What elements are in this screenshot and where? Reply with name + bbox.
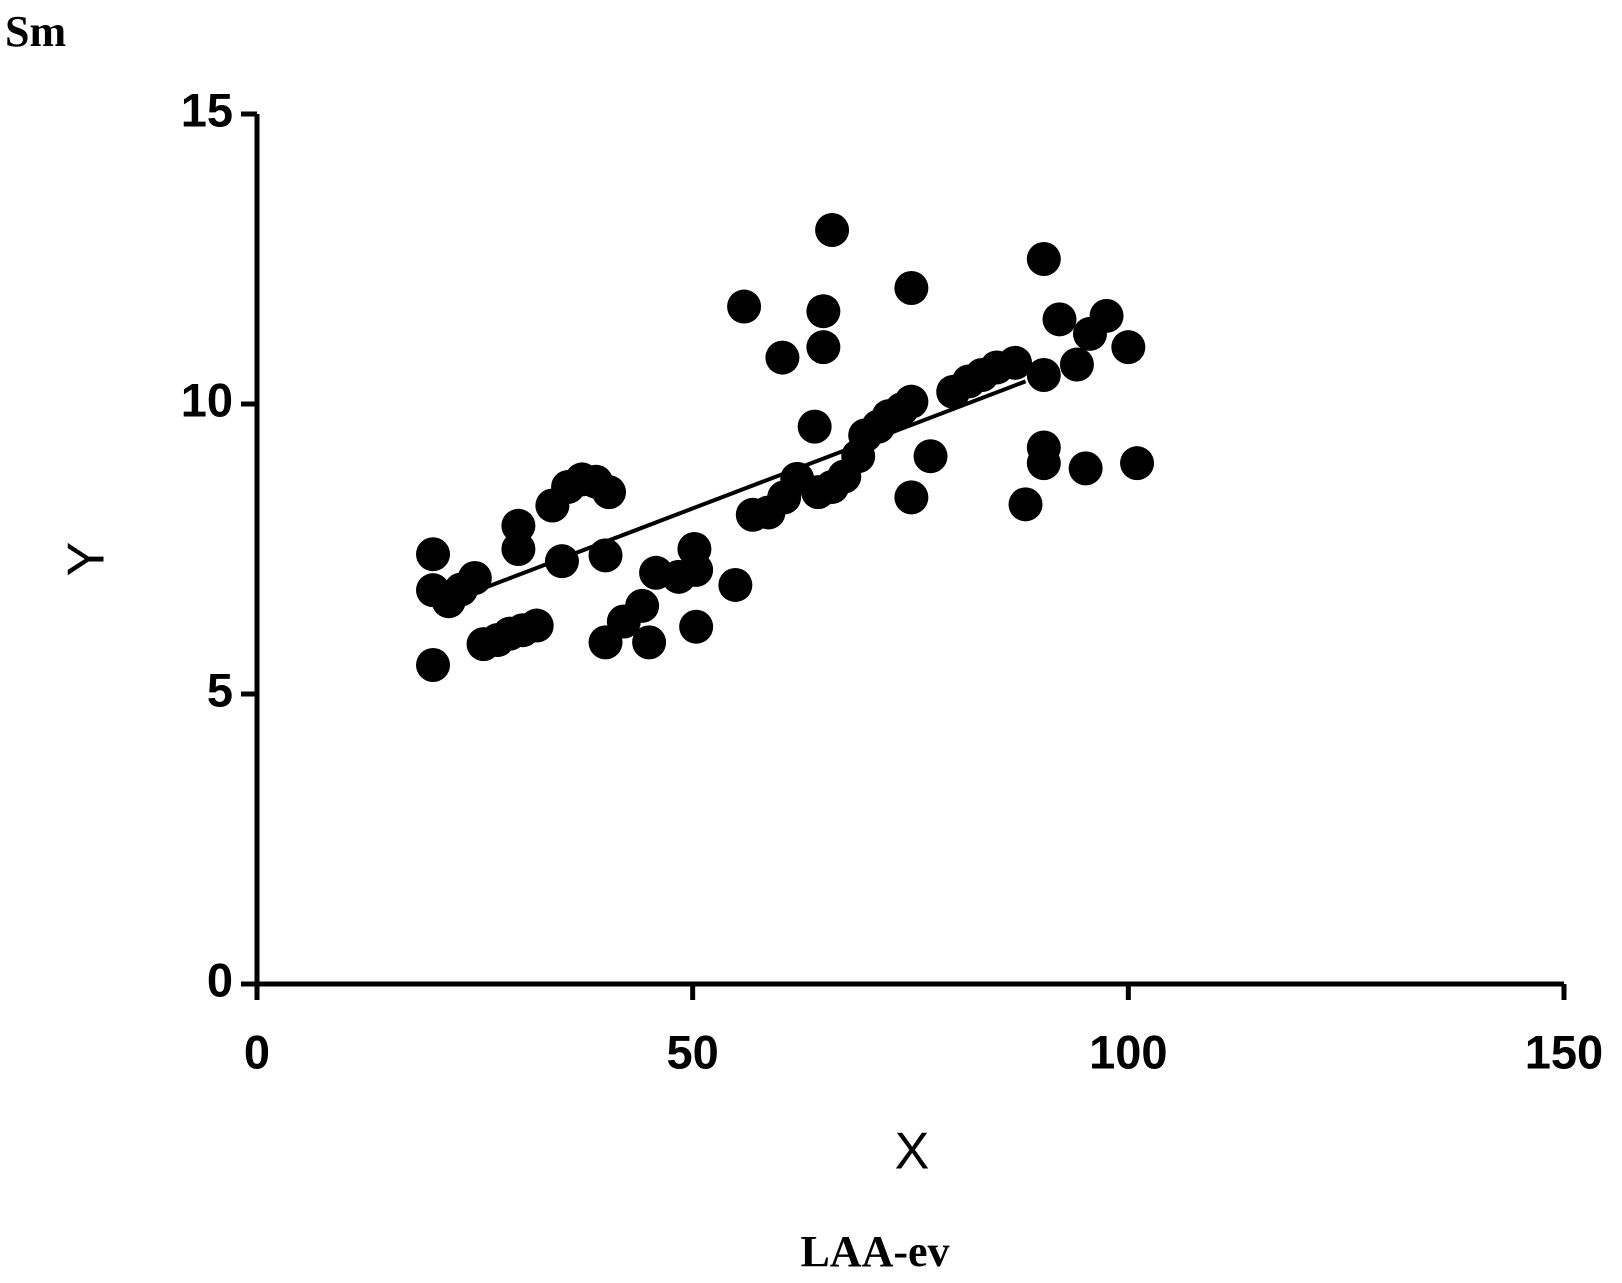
caption: LAA-ev [800, 1227, 949, 1276]
point [1026, 358, 1061, 392]
point [501, 532, 536, 566]
point [1068, 451, 1103, 486]
x-tick-label: 0 [244, 1025, 270, 1078]
point [998, 345, 1033, 380]
point [1042, 302, 1077, 337]
point [1120, 446, 1155, 481]
point [1089, 298, 1124, 333]
chart-title: Sm [5, 7, 66, 56]
x-tick-label: 100 [1089, 1025, 1167, 1078]
point [1111, 330, 1146, 365]
x-tick-label: 150 [1525, 1025, 1603, 1078]
y-tick-label: 0 [207, 953, 233, 1006]
point [815, 213, 850, 247]
x-axis-label: X [895, 1123, 930, 1181]
point [592, 475, 627, 510]
y-tick-label: 15 [181, 83, 233, 136]
point [416, 648, 451, 682]
point [718, 567, 753, 602]
point [679, 609, 714, 644]
x-tick-label: 50 [667, 1025, 719, 1078]
point [913, 439, 948, 474]
point [894, 480, 929, 515]
point [443, 572, 478, 607]
point [519, 608, 554, 643]
point [625, 588, 660, 623]
point [727, 289, 762, 324]
point [416, 537, 451, 572]
point [894, 384, 929, 419]
y-tick-label: 5 [207, 663, 233, 716]
point [632, 625, 667, 660]
point [1026, 242, 1061, 276]
point [1008, 487, 1043, 522]
point [1026, 446, 1061, 481]
point [588, 538, 623, 573]
y-tick-label: 10 [181, 373, 233, 426]
point [679, 552, 714, 587]
y-axis-label: Y [58, 542, 116, 577]
point [544, 544, 579, 579]
point [894, 271, 929, 305]
point [765, 340, 800, 375]
fit-line [454, 379, 1027, 601]
point [806, 330, 841, 365]
point [806, 294, 841, 329]
point [1059, 347, 1094, 382]
point [797, 409, 832, 444]
